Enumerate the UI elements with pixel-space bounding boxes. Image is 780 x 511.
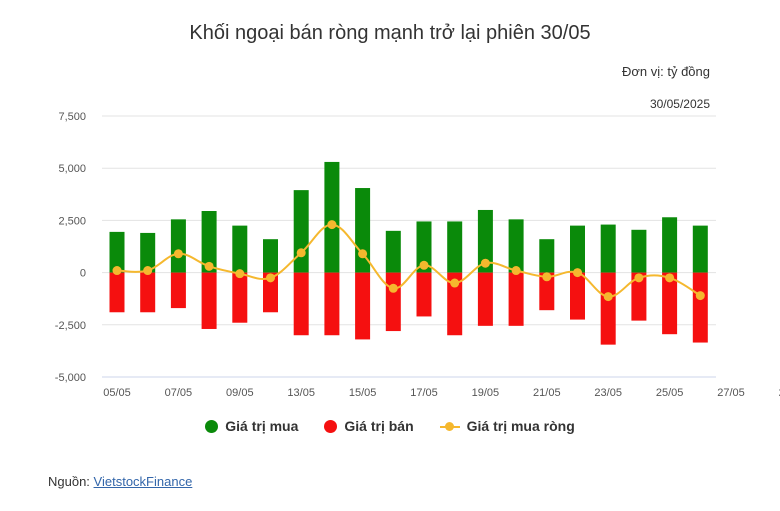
line-with-dot-icon: [439, 420, 460, 433]
net-point: [296, 248, 306, 258]
net-point: [450, 278, 460, 288]
buy-bar: [263, 239, 278, 273]
chart-legend: Giá trị mua Giá trị bán Giá trị mua ròng: [0, 418, 780, 434]
net-point: [266, 273, 275, 283]
legend-item-net[interactable]: Giá trị mua ròng: [439, 418, 575, 434]
net-point: [634, 273, 644, 283]
net-point: [573, 268, 582, 278]
x-tick-label: 15/05: [349, 387, 377, 399]
x-tick-label: 21/05: [533, 387, 561, 399]
x-tick-label: 13/05: [287, 387, 315, 399]
unit-label: Đơn vị: tỷ đồng: [621, 64, 710, 79]
date-label: 30/05/2025: [649, 97, 710, 111]
x-tick-label: 29/05: [779, 387, 780, 399]
sell-bar: [539, 272, 555, 311]
buy-bar: [293, 190, 309, 273]
chart-title: Khối ngoại bán ròng mạnh trở lại phiên 3…: [189, 22, 591, 44]
net-point: [419, 260, 429, 270]
y-tick-label: 7,500: [58, 111, 86, 123]
buy-bar: [201, 211, 217, 273]
y-tick-label: 0: [80, 268, 86, 280]
buy-bar: [447, 221, 463, 273]
sell-bar: [293, 272, 309, 336]
x-tick-label: 05/05: [103, 387, 131, 399]
net-point: [695, 291, 705, 301]
sell-bar: [692, 272, 708, 343]
sell-bar: [508, 272, 524, 326]
sell-bar: [109, 272, 125, 313]
buy-bar: [109, 231, 125, 273]
net-point: [173, 249, 183, 259]
net-point: [603, 292, 613, 302]
net-point: [327, 220, 337, 230]
net-point: [511, 266, 521, 276]
source-prefix: Nguồn:: [48, 474, 94, 489]
green-dot-icon: [205, 419, 219, 433]
net-point: [388, 283, 398, 293]
sell-bar: [477, 272, 493, 326]
x-tick-label: 27/05: [717, 387, 745, 399]
y-tick-label: -5,000: [55, 372, 86, 384]
sell-bar: [631, 272, 647, 321]
net-point: [143, 266, 153, 276]
sell-bar: [324, 272, 340, 336]
y-tick-label: 2,500: [58, 215, 86, 227]
buy-bar: [600, 224, 616, 273]
legend-label-net: Giá trị mua ròng: [466, 418, 575, 434]
buy-bar: [692, 225, 708, 273]
red-dot-icon: [324, 419, 338, 433]
sell-bar: [355, 272, 371, 340]
sell-bar: [263, 272, 278, 313]
x-tick-label: 19/05: [472, 387, 500, 399]
buy-bar: [539, 239, 555, 273]
y-tick-label: -2,500: [55, 320, 86, 332]
sell-bar: [416, 272, 432, 317]
sell-bar: [170, 272, 186, 309]
net-point: [542, 272, 552, 282]
x-tick-label: 25/05: [656, 387, 684, 399]
sell-bar: [140, 272, 156, 313]
buy-bar: [508, 219, 524, 273]
x-tick-label: 09/05: [226, 387, 254, 399]
sell-bar: [201, 272, 217, 329]
sell-bar: [662, 272, 678, 335]
buy-bar: [170, 219, 186, 273]
legend-label-buy: Giá trị mua: [225, 418, 299, 434]
net-point: [358, 249, 368, 259]
buy-bar: [140, 232, 156, 273]
buy-bar: [385, 230, 401, 273]
buy-bar: [416, 221, 432, 273]
x-tick-label: 17/05: [410, 387, 438, 399]
buy-bar: [631, 229, 647, 273]
sell-bar: [385, 272, 401, 332]
legend-item-sell[interactable]: Giá trị bán: [324, 418, 414, 434]
net-point: [204, 261, 214, 271]
net-point: [665, 273, 675, 283]
net-point: [235, 269, 245, 279]
source-link[interactable]: VietstockFinance: [93, 474, 193, 489]
source-line: Nguồn: VietstockFinance: [48, 474, 192, 489]
net-point: [112, 266, 122, 276]
buy-bar: [570, 225, 585, 273]
sell-bar: [600, 272, 616, 345]
legend-label-sell: Giá trị bán: [344, 418, 414, 434]
x-tick-label: 23/05: [594, 387, 622, 399]
buy-bar: [662, 217, 678, 273]
sell-bar: [447, 272, 463, 336]
legend-item-buy[interactable]: Giá trị mua: [205, 418, 298, 434]
buy-bar: [232, 225, 248, 273]
buy-bar: [324, 161, 340, 273]
sell-bar: [232, 272, 248, 323]
buy-bar: [477, 209, 493, 273]
y-tick-label: 5,000: [58, 163, 86, 175]
net-point: [480, 258, 490, 268]
x-tick-label: 07/05: [165, 387, 193, 399]
sell-bar: [570, 272, 585, 320]
